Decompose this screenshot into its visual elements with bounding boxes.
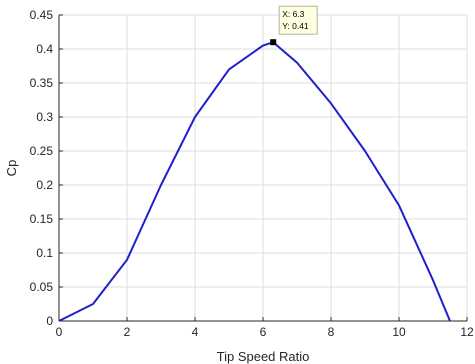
y-axis-label: Cp — [4, 160, 19, 177]
x-axis-label: Tip Speed Ratio — [217, 349, 310, 364]
x-tick-label: 8 — [328, 325, 335, 339]
y-tick-label: 0.4 — [36, 42, 53, 56]
datatip-marker[interactable] — [270, 39, 277, 46]
x-tick-label: 12 — [460, 325, 474, 339]
datatip[interactable]: X: 6.3 Y: 0.41 — [270, 5, 318, 46]
x-tick-label: 6 — [260, 325, 267, 339]
x-tick-label: 4 — [192, 325, 199, 339]
y-tick-label: 0 — [46, 314, 53, 328]
y-tick-label: 0.1 — [36, 246, 53, 260]
series-group — [58, 41, 451, 322]
x-tick-label: 10 — [392, 325, 406, 339]
y-tick-label: 0.35 — [30, 76, 54, 90]
y-tick-label: 0.3 — [36, 110, 53, 124]
y-tick-label: 0.05 — [30, 280, 54, 294]
series-line — [58, 41, 451, 322]
x-tick-labels: 0 2 4 6 8 10 12 — [56, 325, 474, 339]
y-tick-label: 0.15 — [30, 212, 54, 226]
datatip-x-text: X: 6.3 — [282, 9, 304, 19]
datatip-box[interactable] — [278, 5, 318, 35]
y-tick-label: 0.45 — [30, 8, 54, 22]
datatip-y-text: Y: 0.41 — [282, 21, 309, 31]
y-tick-label: 0.2 — [36, 178, 53, 192]
y-tick-labels: 0 0.05 0.1 0.15 0.2 0.25 0.3 0.35 0.4 0.45 — [30, 8, 54, 328]
y-tick-label: 0.25 — [30, 144, 54, 158]
x-tick-label: 2 — [124, 325, 131, 339]
x-tick-label: 0 — [56, 325, 63, 339]
grid — [58, 14, 468, 322]
